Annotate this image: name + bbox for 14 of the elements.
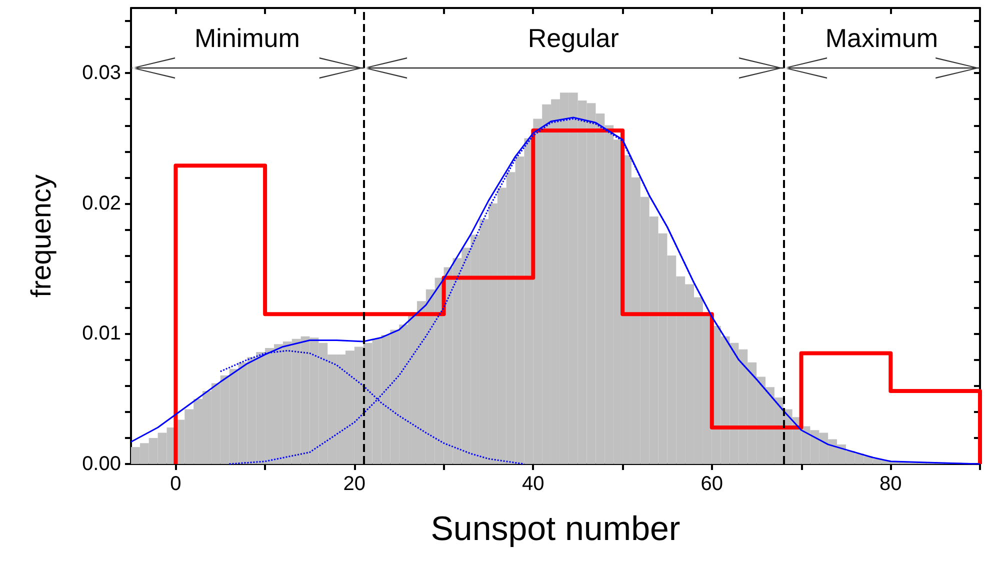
x-tick-label: 80: [880, 473, 902, 495]
x-tick-label: 40: [522, 473, 544, 495]
x-tick-label: 0: [170, 473, 182, 495]
y-tick-label: 0.03: [82, 62, 121, 84]
annotation: Minimum: [194, 23, 300, 53]
annotation: Regular: [528, 23, 620, 53]
y-axis-title: frequency: [26, 174, 56, 298]
y-tick-label: 0.00: [82, 453, 121, 475]
y-tick-label: 0.01: [82, 322, 121, 345]
y-tick-label: 0.02: [82, 192, 121, 214]
annotation: Maximum: [825, 23, 938, 53]
x-axis-title: Sunspot number: [430, 510, 680, 548]
x-tick-label: 20: [343, 473, 366, 495]
x-tick-label: 60: [700, 473, 724, 495]
